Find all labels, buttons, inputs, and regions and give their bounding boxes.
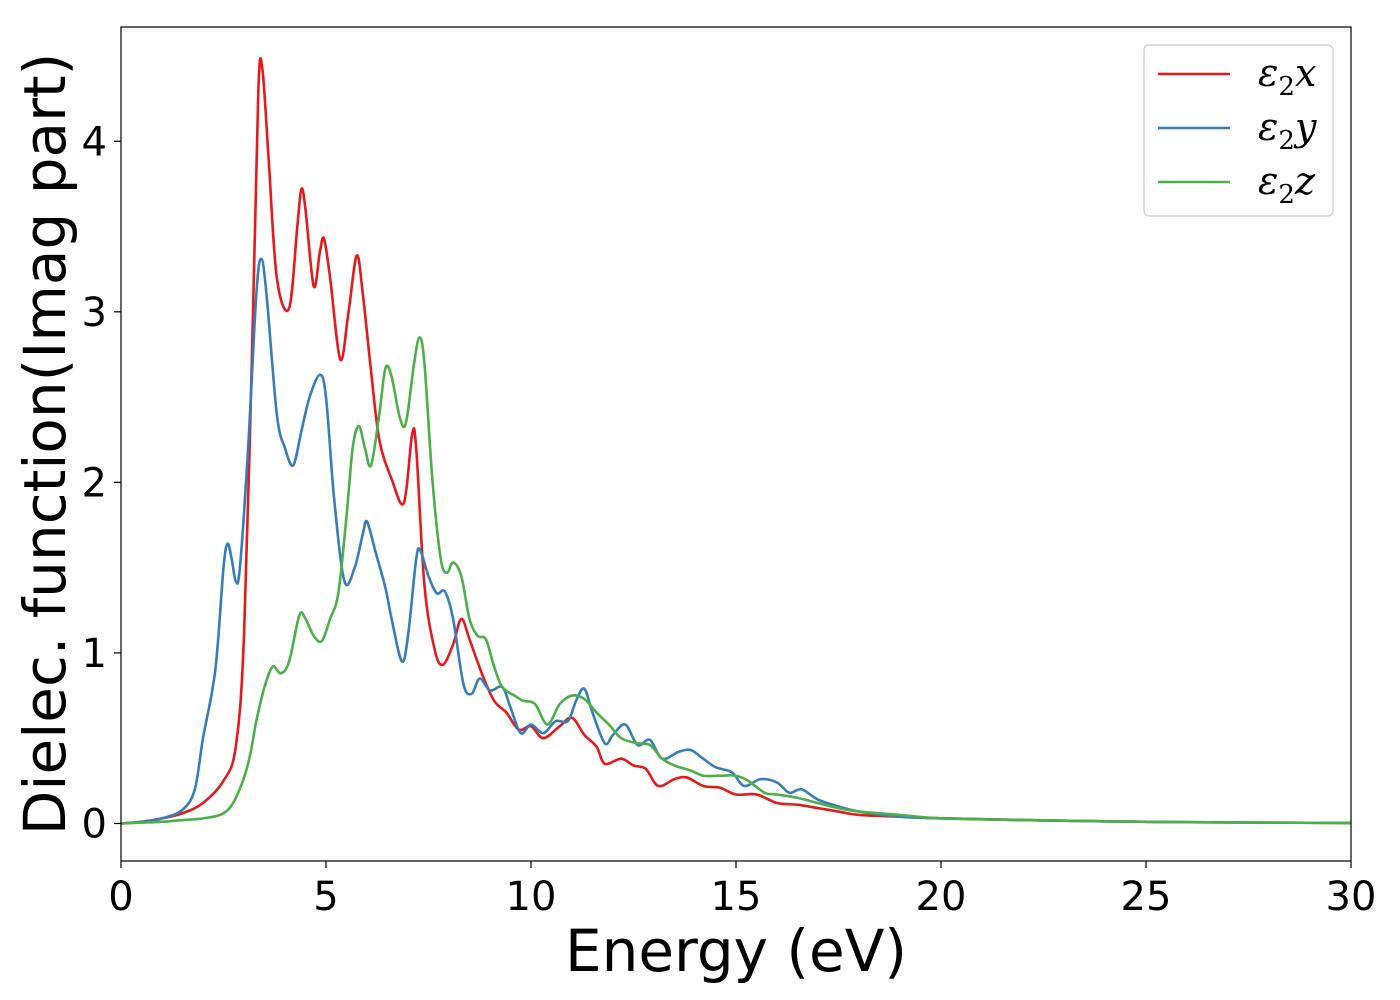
x-axis: 0 5 10 15 20 25 30 [108, 861, 1376, 920]
legend-box [1143, 44, 1334, 217]
x-tick-label: 20 [916, 874, 967, 920]
series-line-y [120, 257, 1352, 825]
x-axis-title: Energy (eV) [565, 917, 907, 985]
y-axis: 0 1 2 3 4 [82, 119, 121, 847]
series-layer [120, 57, 1352, 825]
series-line-z [120, 336, 1352, 825]
y-tick-label: 0 [82, 801, 107, 847]
series-line-x [120, 57, 1352, 825]
y-tick-label: 3 [82, 290, 107, 336]
x-tick-label: 10 [506, 874, 557, 920]
x-tick-label: 15 [711, 874, 762, 920]
x-tick-label: 25 [1121, 874, 1172, 920]
y-tick-label: 1 [82, 631, 107, 677]
y-tick-label: 2 [82, 460, 107, 506]
x-tick-label: 30 [1326, 874, 1377, 920]
y-axis-title: Dielec. function(Imag part) [11, 53, 79, 836]
y-tick-label: 4 [82, 119, 107, 165]
x-tick-label: 5 [313, 874, 338, 920]
legend-label-z: ε2z [1258, 159, 1316, 210]
x-tick-label: 0 [108, 874, 133, 920]
legend-label-x: ε2x [1258, 51, 1316, 102]
legend-label-y: ε2y [1258, 105, 1317, 156]
